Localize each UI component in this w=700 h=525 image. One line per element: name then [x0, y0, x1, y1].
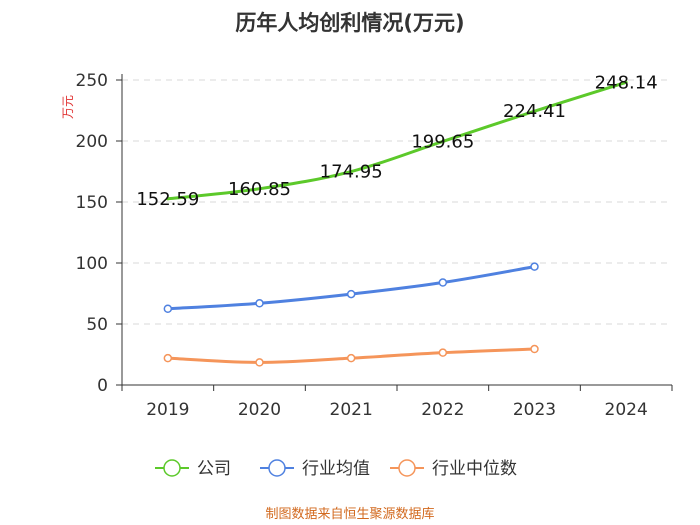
data-point-industry-median [255, 358, 264, 367]
chart-title: 历年人均创利情况(万元) [235, 11, 464, 35]
data-point-industry-average [255, 299, 264, 308]
data-label: 224.41 [503, 101, 566, 122]
axes: 0 50 100 150 200 250 2019 2020 2021 2022 2023 2024 [76, 71, 673, 420]
legend-marker-industry-median[interactable] [398, 459, 416, 477]
y-tick-label: 100 [76, 254, 108, 274]
legend-label-company[interactable]: 公司 [197, 459, 231, 479]
series-group [163, 80, 628, 367]
series-line-company [166, 80, 628, 201]
legend-label-industry-average[interactable]: 行业均值 [302, 459, 370, 479]
data-label: 152.59 [136, 189, 199, 210]
y-tick-label: 150 [76, 193, 108, 213]
x-tick-label: 2021 [330, 400, 373, 420]
x-tick-label: 2024 [605, 400, 648, 420]
data-point-industry-median [346, 353, 356, 363]
x-tick-label: 2022 [421, 400, 464, 420]
data-labels: 152.59 160.85 174.95 199.65 224.41 248.14 [136, 72, 657, 210]
data-point-industry-median [438, 348, 448, 357]
data-point-industry-average [530, 262, 539, 271]
data-point-industry-average [346, 289, 356, 299]
legend-label-industry-median[interactable]: 行业中位数 [432, 459, 517, 479]
data-point-industry-average [163, 304, 173, 313]
data-label: 248.14 [595, 72, 658, 93]
y-tick-label: 200 [76, 132, 108, 152]
y-tick-label: 50 [86, 315, 108, 335]
x-tick-label: 2023 [513, 400, 556, 420]
x-tick-label: 2020 [238, 400, 281, 420]
series-line-industry-average [166, 265, 536, 311]
y-tick-label: 0 [97, 376, 108, 396]
data-label: 199.65 [411, 131, 474, 152]
legend-marker-company[interactable] [163, 459, 181, 477]
legend-marker-industry-average[interactable] [268, 459, 286, 477]
legend: 公司 行业均值 行业中位数 [155, 459, 517, 479]
grid [122, 79, 672, 325]
data-label: 174.95 [320, 162, 383, 183]
y-tick-label: 250 [76, 71, 108, 91]
data-point-industry-median [163, 353, 173, 363]
data-point-industry-median [530, 344, 539, 354]
source-note: 制图数据来自恒生聚源数据库 [265, 506, 434, 522]
y-axis-unit: 万元 [61, 95, 75, 119]
x-tick-label: 2019 [146, 400, 189, 420]
data-point-industry-average [438, 278, 448, 287]
data-label: 160.85 [228, 179, 291, 200]
